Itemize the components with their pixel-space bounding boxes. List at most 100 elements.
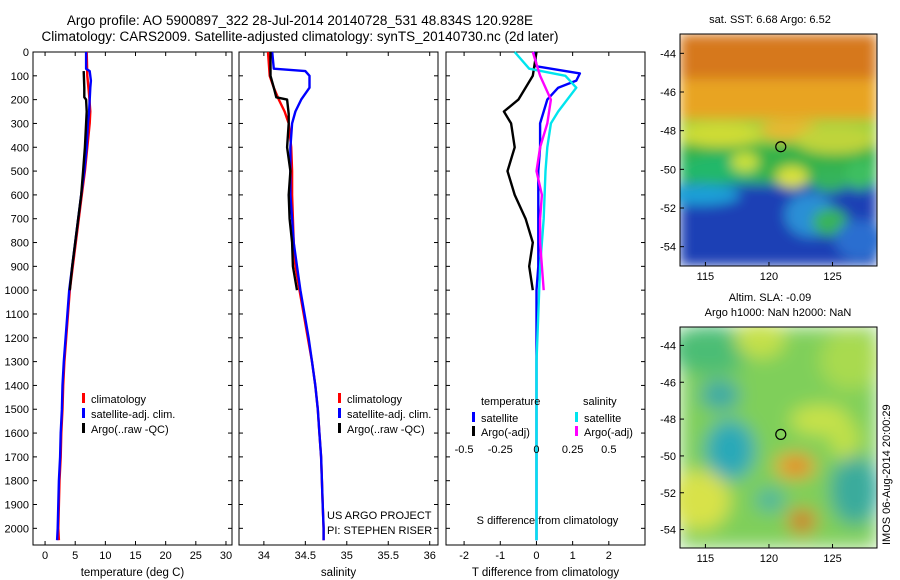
y-tick-label: 2000 xyxy=(5,523,29,535)
legend-entry: climatology xyxy=(91,394,147,406)
legend-entry: satellite xyxy=(584,413,621,425)
title-line-2: Climatology: CARS2009. Satellite-adjuste… xyxy=(41,29,559,44)
legend-swatch xyxy=(338,408,341,418)
legend-swatch xyxy=(472,412,475,422)
x-tick-label: 36 xyxy=(424,550,436,562)
salinity-panel: 34 34.5 35 35.5 36 salinity climatology satelli… xyxy=(238,51,439,579)
legend-entry: climatology xyxy=(347,394,403,406)
series-group xyxy=(266,51,325,541)
s-tick-label: 0.5 xyxy=(601,444,616,456)
legend-swatch xyxy=(338,423,341,433)
series-line-satellite xyxy=(513,51,578,541)
map-y-tick-label: -52 xyxy=(660,488,676,500)
y-tick-label: 900 xyxy=(11,261,29,273)
map-y-tick-label: -46 xyxy=(660,377,676,389)
map-x-tick-label: 120 xyxy=(760,271,778,283)
difference-panel: -2 -1 0 1 2 T difference from climatology temp… xyxy=(445,51,646,579)
sla-map-title-1: Altim. SLA: -0.09 xyxy=(729,292,812,304)
x-tick-label: 20 xyxy=(160,550,172,562)
legend-entry: satellite-adj. clim. xyxy=(347,409,431,421)
legend-header-temperature: temperature xyxy=(481,396,540,408)
sla-map-frame xyxy=(679,326,878,549)
map-x-tick-label: 115 xyxy=(697,271,715,283)
y-tick-label: 700 xyxy=(11,214,29,226)
map-y-tick-label: -54 xyxy=(660,525,676,537)
map-y-tick-label: -44 xyxy=(660,48,676,60)
map-y-tick-label: -54 xyxy=(660,242,676,254)
legend-entry: Argo(..raw -QC) xyxy=(91,424,169,436)
legend-swatch xyxy=(575,412,578,422)
sst-map-frame xyxy=(679,33,878,267)
y-tick-label: 400 xyxy=(11,142,29,154)
x-tick-label: 35 xyxy=(341,550,353,562)
x-tick-label: 25 xyxy=(190,550,202,562)
title-line-1: Argo profile: AO 5900897_322 28-Jul-2014… xyxy=(66,13,534,28)
x-tick-label: -2 xyxy=(459,550,469,562)
axes-frame xyxy=(445,51,646,546)
s-tick-label: 0 xyxy=(533,444,539,456)
sst-map-title: sat. SST: 6.68 Argo: 6.52 xyxy=(709,14,831,26)
legend-entry: Argo(..raw -QC) xyxy=(347,424,425,436)
x-tick-label: 30 xyxy=(220,550,232,562)
sla-map-title-2: Argo h1000: NaN h2000: NaN xyxy=(705,307,852,319)
s-tick-label: -0.5 xyxy=(455,444,474,456)
x-tick-label: 35.5 xyxy=(378,550,399,562)
legend-swatch xyxy=(82,393,85,403)
y-tick-label: 1000 xyxy=(5,285,29,297)
y-tick-label: 1400 xyxy=(5,380,29,392)
y-tick-label: 300 xyxy=(11,118,29,130)
y-tick-label: 1700 xyxy=(5,452,29,464)
map-x-tick-label: 125 xyxy=(823,271,841,283)
legend-swatch xyxy=(82,408,85,418)
legend-swatch xyxy=(82,423,85,433)
map-x-tick-label: 120 xyxy=(760,553,778,565)
x-tick-label: 0 xyxy=(533,550,539,562)
map-y-tick-label: -50 xyxy=(660,164,676,176)
sst-map xyxy=(680,34,877,266)
axes-frame xyxy=(238,51,439,546)
credit-line-1: US ARGO PROJECT xyxy=(327,510,432,522)
series-line-argo-adj- xyxy=(502,51,538,291)
map-y-tick-label: -50 xyxy=(660,451,676,463)
y-tick-label: 1900 xyxy=(5,500,29,512)
map-x-tick-label: 125 xyxy=(823,553,841,565)
x-tick-label: 15 xyxy=(129,550,141,562)
y-tick-label: 1100 xyxy=(5,309,29,321)
x-tick-label: 34.5 xyxy=(295,550,316,562)
y-tick-label: 1500 xyxy=(5,404,29,416)
float-location-marker xyxy=(775,428,787,440)
y-tick-label: 500 xyxy=(11,166,29,178)
map-y-tick-label: -44 xyxy=(660,340,676,352)
map-x-tick-label: 115 xyxy=(697,553,715,565)
y-tick-label: 1200 xyxy=(5,333,29,345)
x-tick-label: 10 xyxy=(99,550,111,562)
map-y-tick-label: -48 xyxy=(660,414,676,426)
axes-frame xyxy=(32,51,233,546)
x-tick-label: 1 xyxy=(570,550,576,562)
x-axis-label: T difference from climatology xyxy=(472,567,619,579)
legend-swatch xyxy=(575,426,578,436)
y-tick-label: 1300 xyxy=(5,357,29,369)
series-line-satellite-adj-clim- xyxy=(271,51,325,541)
x-tick-label: 5 xyxy=(72,550,78,562)
x-tick-label: 34 xyxy=(258,550,270,562)
legend-entry: satellite-adj. clim. xyxy=(91,409,175,421)
y-tick-label: 1600 xyxy=(5,428,29,440)
legend-swatch xyxy=(472,426,475,436)
map-y-tick-label: -48 xyxy=(660,126,676,138)
legend-entry: satellite xyxy=(481,413,518,425)
x-tick-label: -1 xyxy=(495,550,505,562)
y-tick-label: 100 xyxy=(11,71,29,83)
temperature-panel: 0100200300400500600700800900100011001200… xyxy=(5,47,233,579)
x-axis-label: temperature (deg C) xyxy=(81,567,185,579)
legend-entry: Argo(-adj) xyxy=(584,427,633,439)
legend-header-salinity: salinity xyxy=(583,396,617,408)
y-tick-label: 600 xyxy=(11,190,29,202)
series-line-argo-raw-qc- xyxy=(269,52,299,291)
y-tick-label: 1800 xyxy=(5,476,29,488)
x-axis-label: salinity xyxy=(321,567,356,579)
x-tick-label: 0 xyxy=(42,550,48,562)
series-line-argo-adj- xyxy=(531,51,553,291)
credit-line-2: PI: STEPHEN RISER xyxy=(327,525,432,537)
